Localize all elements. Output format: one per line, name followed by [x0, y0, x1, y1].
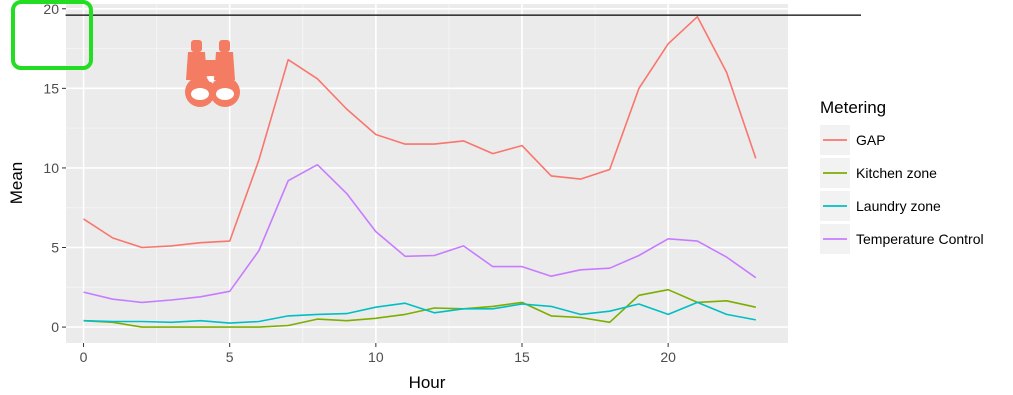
- x-tick-label: 20: [660, 349, 676, 365]
- legend-title: Metering: [820, 98, 886, 117]
- x-tick-label: 10: [368, 349, 384, 365]
- y-tick-label: 10: [43, 160, 59, 176]
- x-axis-title: Hour: [409, 373, 446, 392]
- x-axis: 0 5 10 15 20: [80, 343, 676, 365]
- series-line-3: [83, 163, 757, 304]
- highlight-box: [11, 0, 93, 70]
- series-line-2: [83, 301, 756, 324]
- x-tick-label: 0: [80, 349, 88, 365]
- series-line-1: [83, 288, 756, 328]
- legend-label-1: Kitchen zone: [856, 165, 937, 181]
- series-line-0: [83, 15, 757, 249]
- y-tick-label: 15: [43, 80, 59, 96]
- y-tick-label: 0: [51, 319, 59, 335]
- legend: Metering GAP Kitchen zone Laundry zone Temp…: [820, 98, 984, 254]
- grid-minor: [66, 4, 788, 343]
- series-layer: [83, 15, 757, 328]
- legend-label-0: GAP: [856, 132, 886, 148]
- legend-label-3: Temperature Control: [856, 231, 984, 247]
- y-axis-title: Mean: [7, 162, 26, 205]
- x-tick-label: 5: [226, 349, 234, 365]
- y-tick-label: 5: [51, 240, 59, 256]
- binoculars-icon: [185, 40, 240, 107]
- y-tick-label: 20: [43, 1, 59, 17]
- y-axis: 0 5 10 15 20: [43, 1, 66, 335]
- x-tick-label: 15: [514, 349, 530, 365]
- legend-label-2: Laundry zone: [856, 198, 941, 214]
- plot-panel: [66, 4, 788, 343]
